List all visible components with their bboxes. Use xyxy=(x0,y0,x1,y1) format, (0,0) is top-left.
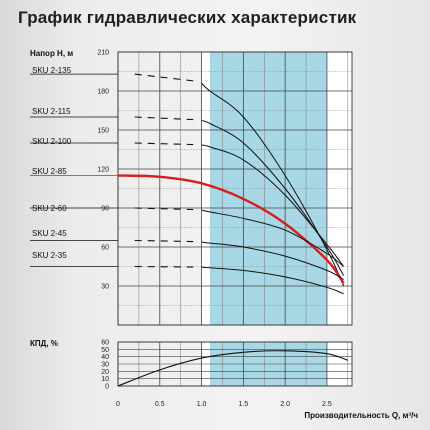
series-dashed-stub xyxy=(134,73,194,82)
series-label: SKU 2-45 xyxy=(32,229,67,238)
x-axis-label: Производительность Q, м³/ч xyxy=(304,411,418,420)
series-dashed-stub xyxy=(134,239,194,243)
series-curve xyxy=(201,120,345,276)
bottom-y-tick-label: 10 xyxy=(101,376,109,383)
top-y-tick-label: 210 xyxy=(97,50,109,57)
efficiency-curve xyxy=(117,350,348,387)
x-tick-label: 0 xyxy=(116,401,120,408)
x-tick-label: 1.5 xyxy=(238,401,248,408)
series-curve xyxy=(201,209,344,267)
series-label: SKU 2-60 xyxy=(32,204,67,213)
x-tick-label: 0.5 xyxy=(155,401,165,408)
series-curve xyxy=(201,266,344,295)
top-y-tick-label: 60 xyxy=(101,245,109,252)
bottom-y-tick-label: 60 xyxy=(101,340,109,347)
top-plot-frame xyxy=(117,51,353,326)
x-tick-label: 2.0 xyxy=(280,401,290,408)
series-label: SKU 2-135 xyxy=(32,66,72,75)
series-label: SKU 2-35 xyxy=(32,251,67,260)
series-dashed-stub xyxy=(134,207,194,211)
series-curve xyxy=(201,241,344,280)
bottom-plot-frame xyxy=(117,341,353,387)
series-curve-highlight xyxy=(117,174,345,285)
series-dashed-stub xyxy=(134,265,194,268)
series-label: SKU 2-100 xyxy=(32,137,72,146)
bottom-y-tick-label: 50 xyxy=(101,347,109,354)
x-tick-label: 1.0 xyxy=(197,401,207,408)
bottom-y-tick-label: 30 xyxy=(101,362,109,369)
top-y-axis-label: Напор H, м xyxy=(30,49,73,58)
x-tick-label: 2.5 xyxy=(322,401,332,408)
series-label: SKU 2-85 xyxy=(32,167,67,176)
series-dashed-stub xyxy=(134,142,194,146)
top-y-tick-label: 150 xyxy=(97,128,109,135)
bottom-y-tick-label: 40 xyxy=(101,354,109,361)
series-label: SKU 2-115 xyxy=(32,107,71,116)
bottom-y-tick-label: 0 xyxy=(105,384,109,391)
top-y-tick-label: 180 xyxy=(97,89,109,96)
top-y-tick-label: 90 xyxy=(101,206,109,213)
page-title: График гидравлических характеристик xyxy=(18,8,357,27)
top-y-tick-label: 30 xyxy=(101,284,109,291)
bottom-y-tick-label: 20 xyxy=(101,369,109,376)
bottom-y-axis-label: КПД, % xyxy=(30,339,58,348)
series-curve xyxy=(201,144,345,267)
top-y-tick-label: 120 xyxy=(97,167,109,174)
series-dashed-stub xyxy=(134,116,194,121)
series-curve xyxy=(201,83,345,287)
